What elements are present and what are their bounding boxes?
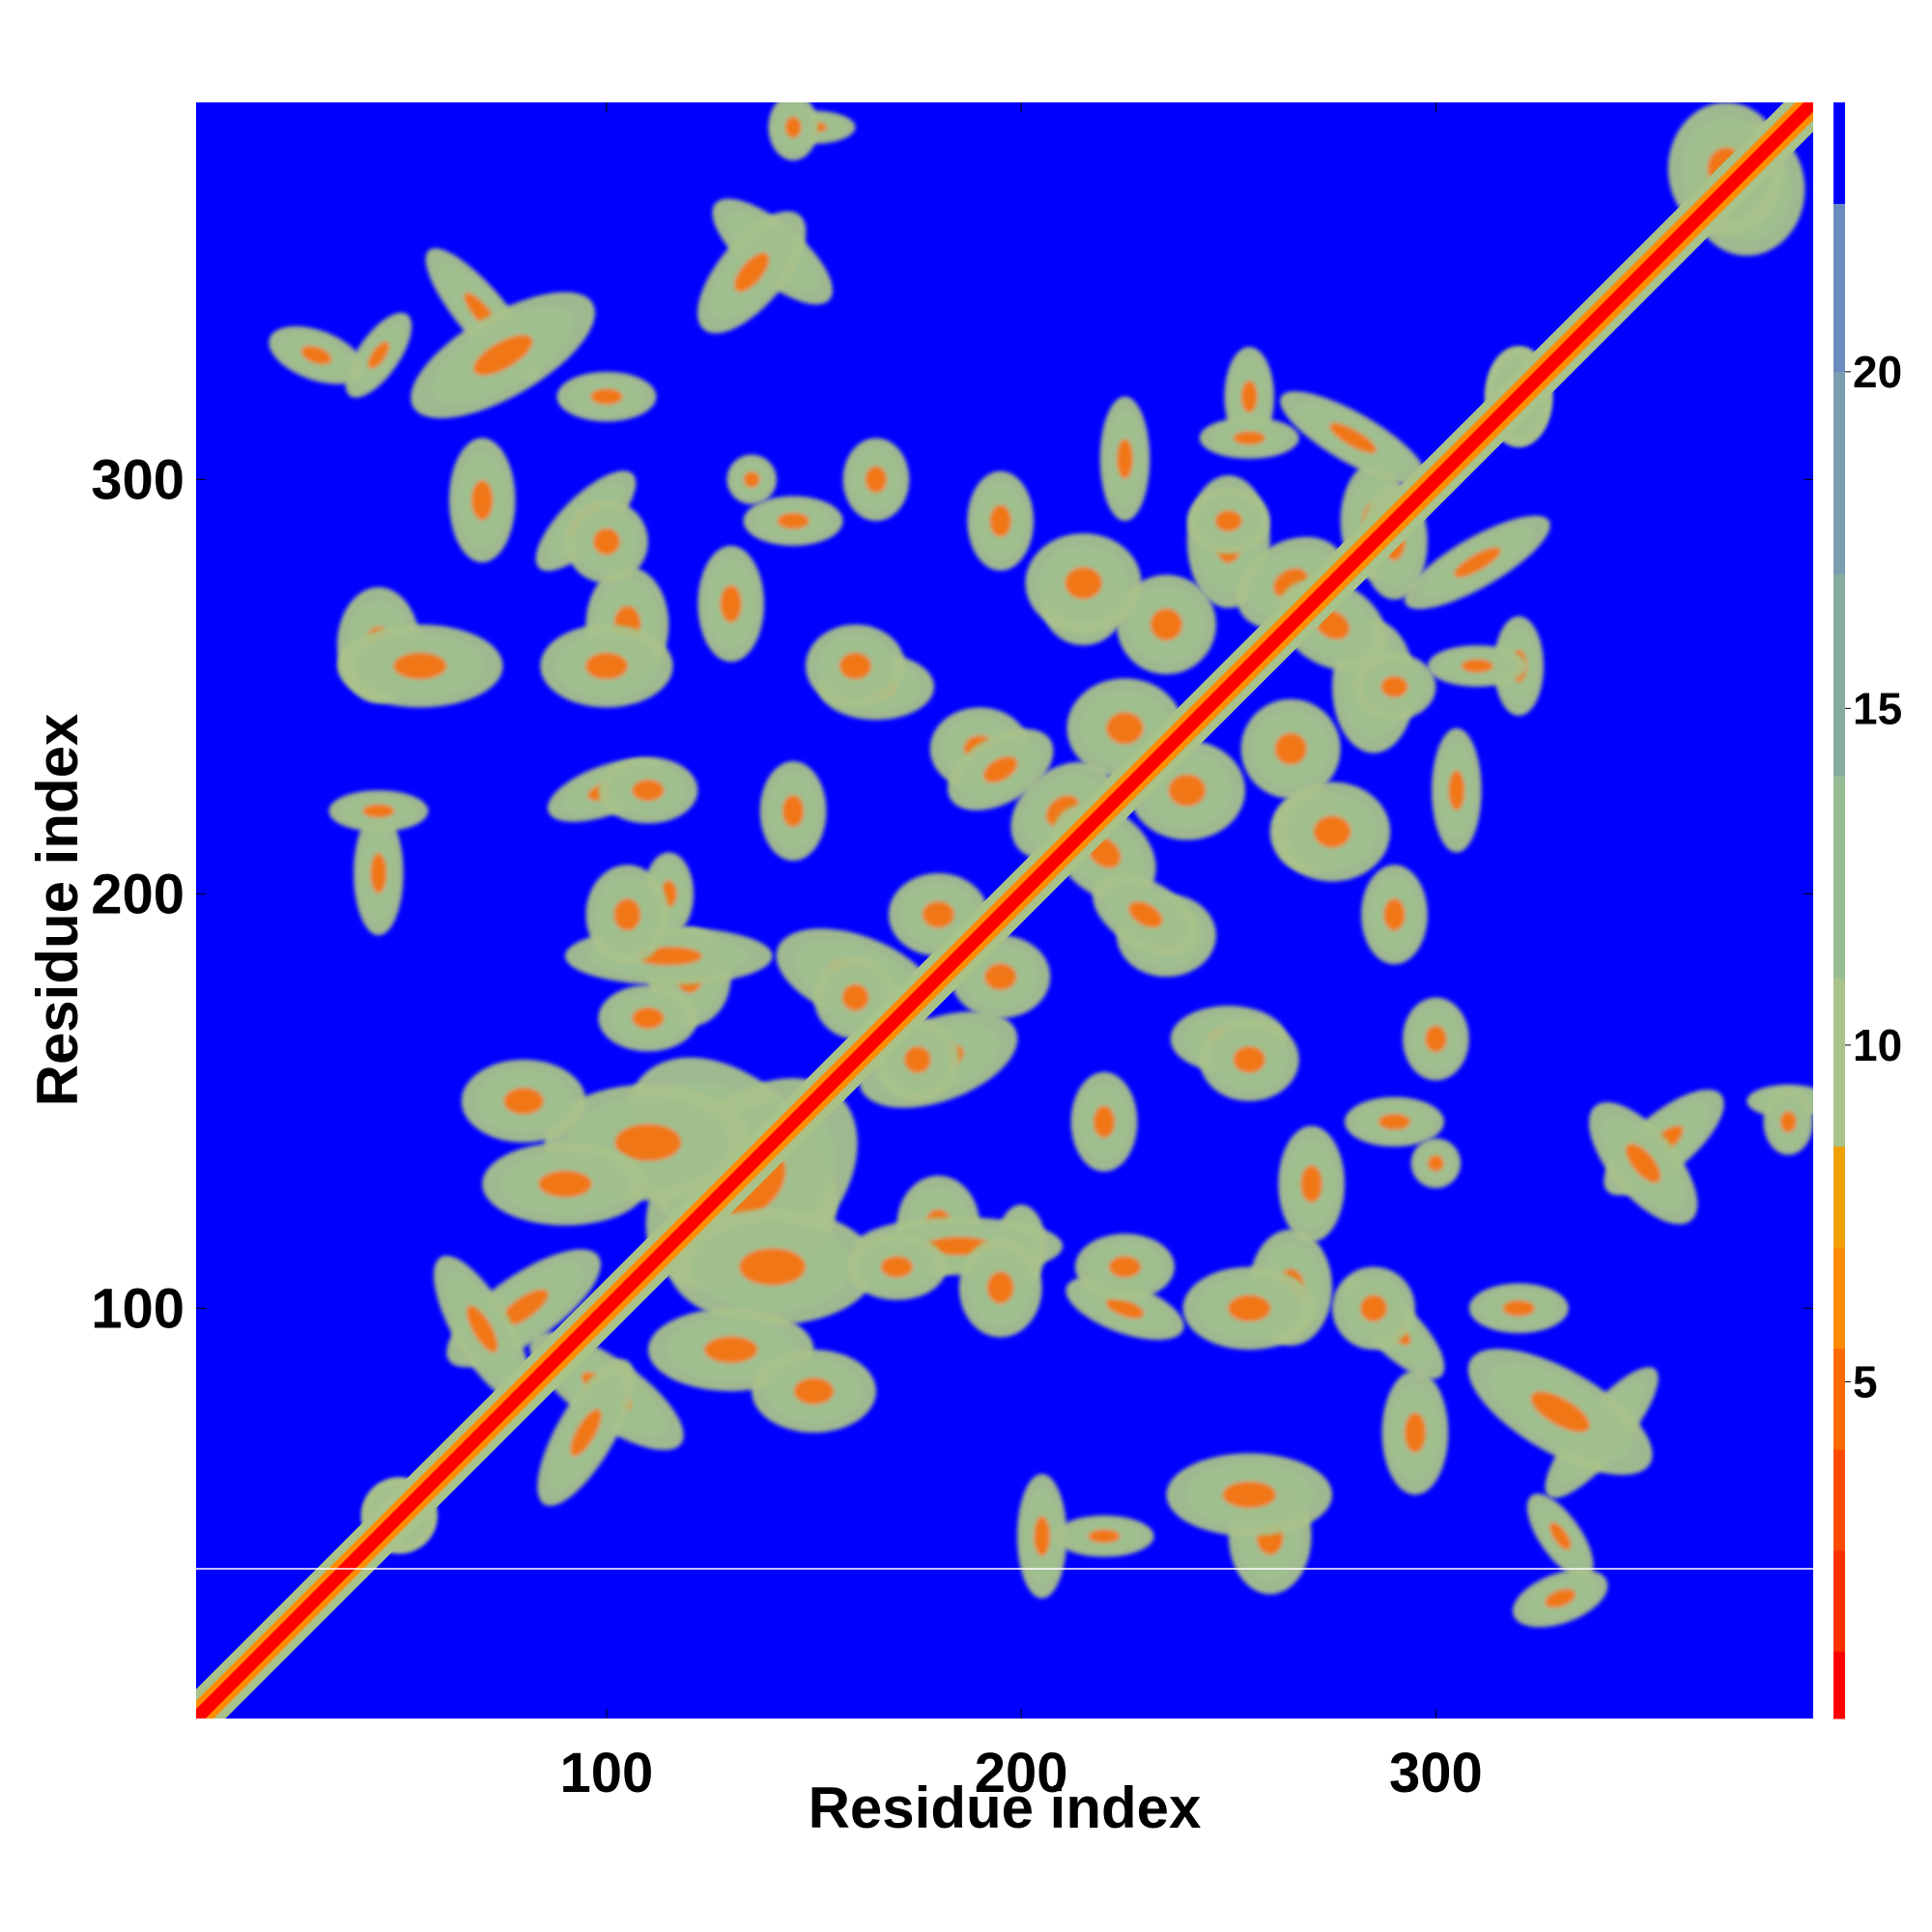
contact-region-3 bbox=[1526, 1493, 1594, 1579]
colorbar-level-8 bbox=[1833, 573, 1845, 777]
contact-region-39 bbox=[947, 728, 1054, 810]
colorbar bbox=[1833, 102, 1845, 1719]
x-tick-label-100: 100 bbox=[560, 1742, 654, 1804]
contact-region-96 bbox=[1381, 1370, 1449, 1495]
y-axis-title: Residue index bbox=[25, 714, 90, 1107]
colorbar-level-10 bbox=[1833, 203, 1845, 373]
colorbar-tick-label-15: 15 bbox=[1853, 683, 1902, 733]
colorbar-level-11 bbox=[1833, 102, 1845, 205]
contact-region-112 bbox=[1403, 997, 1469, 1081]
contact-region-21 bbox=[1278, 1125, 1345, 1242]
contact-region-107 bbox=[269, 326, 364, 384]
contact-region-88 bbox=[846, 1234, 947, 1300]
contact-region-22 bbox=[743, 496, 843, 547]
colorbar-level-0 bbox=[1833, 1651, 1845, 1719]
contact-region-108 bbox=[1588, 1102, 1698, 1225]
contact-region-46 bbox=[1186, 487, 1270, 554]
contact-region-23 bbox=[1344, 1096, 1444, 1148]
colorbar-tick-label-10: 10 bbox=[1853, 1020, 1902, 1070]
colorbar-tick-label-20: 20 bbox=[1853, 347, 1902, 397]
contact-region-103 bbox=[411, 292, 596, 418]
contact-region-87 bbox=[585, 865, 669, 965]
contact-region-100 bbox=[1054, 1515, 1154, 1557]
contact-region-50 bbox=[1404, 515, 1550, 610]
colorbar-level-2 bbox=[1833, 1449, 1845, 1551]
contact-region-86 bbox=[958, 1237, 1042, 1338]
x-axis-title: Residue index bbox=[809, 1776, 1202, 1840]
contact-region-114 bbox=[1199, 1018, 1299, 1101]
contact-region-104 bbox=[1468, 1283, 1569, 1334]
contact-region-99 bbox=[336, 624, 503, 708]
contact-region-94 bbox=[1332, 1266, 1415, 1350]
contact-region-51 bbox=[1280, 391, 1427, 485]
contact-region-2 bbox=[345, 312, 412, 398]
contact-region-40 bbox=[1274, 781, 1391, 882]
contact-region-110 bbox=[1763, 1088, 1813, 1155]
contact-region-106 bbox=[1512, 1569, 1608, 1628]
x-axis: 100 200 300 bbox=[560, 102, 1483, 1804]
colorbar-level-6 bbox=[1833, 978, 1845, 1147]
colorbar-level-1 bbox=[1833, 1549, 1845, 1652]
contact-region-24 bbox=[967, 470, 1035, 571]
contact-region-116 bbox=[1070, 1071, 1138, 1172]
contact-region-38 bbox=[1093, 873, 1199, 956]
contact-region-101 bbox=[328, 790, 429, 833]
contact-region-41 bbox=[1025, 533, 1142, 634]
contact-region-19 bbox=[1016, 1473, 1067, 1599]
contact-region-89 bbox=[598, 984, 698, 1052]
y-tick-label-100: 100 bbox=[91, 1277, 185, 1340]
contact-region-92 bbox=[1182, 1266, 1316, 1350]
contact-region-97 bbox=[448, 438, 516, 563]
y-axis: 100 200 300 bbox=[91, 448, 1813, 1340]
contact-region-77 bbox=[482, 1142, 648, 1226]
contact-region-109 bbox=[696, 211, 807, 334]
y-tick-label-300: 300 bbox=[91, 448, 185, 511]
colorbar-level-5 bbox=[1833, 1146, 1845, 1248]
x-tick-label-200: 200 bbox=[975, 1742, 1068, 1804]
colorbar-level-9 bbox=[1833, 371, 1845, 575]
contact-region-74 bbox=[537, 1359, 635, 1506]
contact-region-58 bbox=[1427, 644, 1527, 687]
contact-region-105 bbox=[556, 371, 657, 422]
contact-region-118 bbox=[1410, 1138, 1462, 1188]
contact-region-66 bbox=[813, 955, 897, 1039]
contact-region-113 bbox=[842, 438, 910, 522]
contact-region-95 bbox=[565, 499, 648, 583]
contact-region-71 bbox=[668, 1208, 876, 1325]
diagonal-core bbox=[196, 102, 1813, 1719]
contact-region-47 bbox=[1352, 653, 1436, 721]
contact-region-18 bbox=[354, 810, 404, 936]
contact-region-20 bbox=[697, 545, 765, 663]
contact-region-75 bbox=[433, 1255, 531, 1403]
y-tick-label-200: 200 bbox=[91, 863, 185, 925]
contact-region-119 bbox=[726, 454, 777, 505]
contact-region-90 bbox=[1074, 1234, 1175, 1300]
contact-region-78 bbox=[752, 1350, 876, 1434]
contact-region-98 bbox=[1166, 1453, 1333, 1537]
colorbar-ticks: 5 10 15 20 bbox=[1845, 347, 1902, 1406]
contact-region-115 bbox=[805, 624, 905, 708]
contact-region-111 bbox=[768, 102, 818, 161]
contact-region-59 bbox=[1199, 417, 1299, 459]
colorbar-level-4 bbox=[1833, 1247, 1845, 1350]
contact-region-32 bbox=[1116, 575, 1216, 675]
contact-region-102 bbox=[1467, 1349, 1653, 1475]
colorbar-level-3 bbox=[1833, 1348, 1845, 1450]
colorbar-level-7 bbox=[1833, 776, 1845, 979]
contact-region-93 bbox=[540, 624, 673, 708]
diagonal-band bbox=[196, 102, 1813, 1719]
colorbar-tick-label-5: 5 bbox=[1853, 1356, 1878, 1406]
contact-region-91 bbox=[598, 756, 698, 824]
contact-region-57 bbox=[1432, 727, 1482, 853]
contact-region-33 bbox=[1240, 698, 1341, 799]
contact-region-79 bbox=[461, 1059, 586, 1143]
x-tick-label-300: 300 bbox=[1389, 1742, 1483, 1804]
contact-region-25 bbox=[1361, 865, 1428, 965]
contact-region-56 bbox=[1099, 396, 1151, 522]
contact-region-117 bbox=[759, 761, 827, 862]
